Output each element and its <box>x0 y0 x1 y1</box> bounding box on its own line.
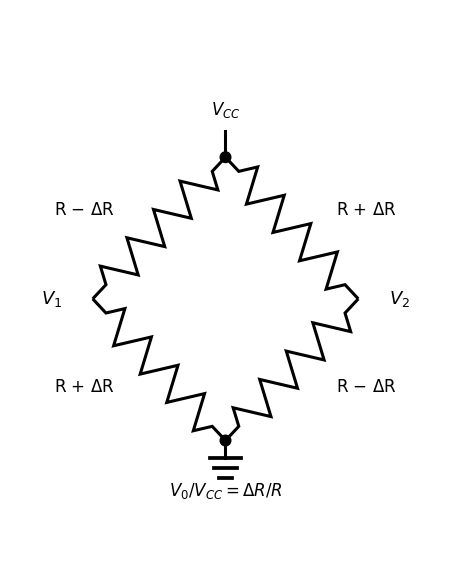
Text: $V_2$: $V_2$ <box>389 289 410 309</box>
Text: $V_{CC}$: $V_{CC}$ <box>211 100 240 119</box>
Text: R $+$ $\Delta$R: R $+$ $\Delta$R <box>54 378 115 396</box>
Text: $V_1$: $V_1$ <box>41 289 62 309</box>
Circle shape <box>220 152 231 162</box>
Circle shape <box>220 435 231 446</box>
Text: R $-$ $\Delta$R: R $-$ $\Delta$R <box>54 201 115 219</box>
Text: R $-$ $\Delta$R: R $-$ $\Delta$R <box>336 378 397 396</box>
Text: $V_0/V_{CC} = \Delta R/R$: $V_0/V_{CC} = \Delta R/R$ <box>169 481 282 502</box>
Text: R $+$ $\Delta$R: R $+$ $\Delta$R <box>336 201 397 219</box>
